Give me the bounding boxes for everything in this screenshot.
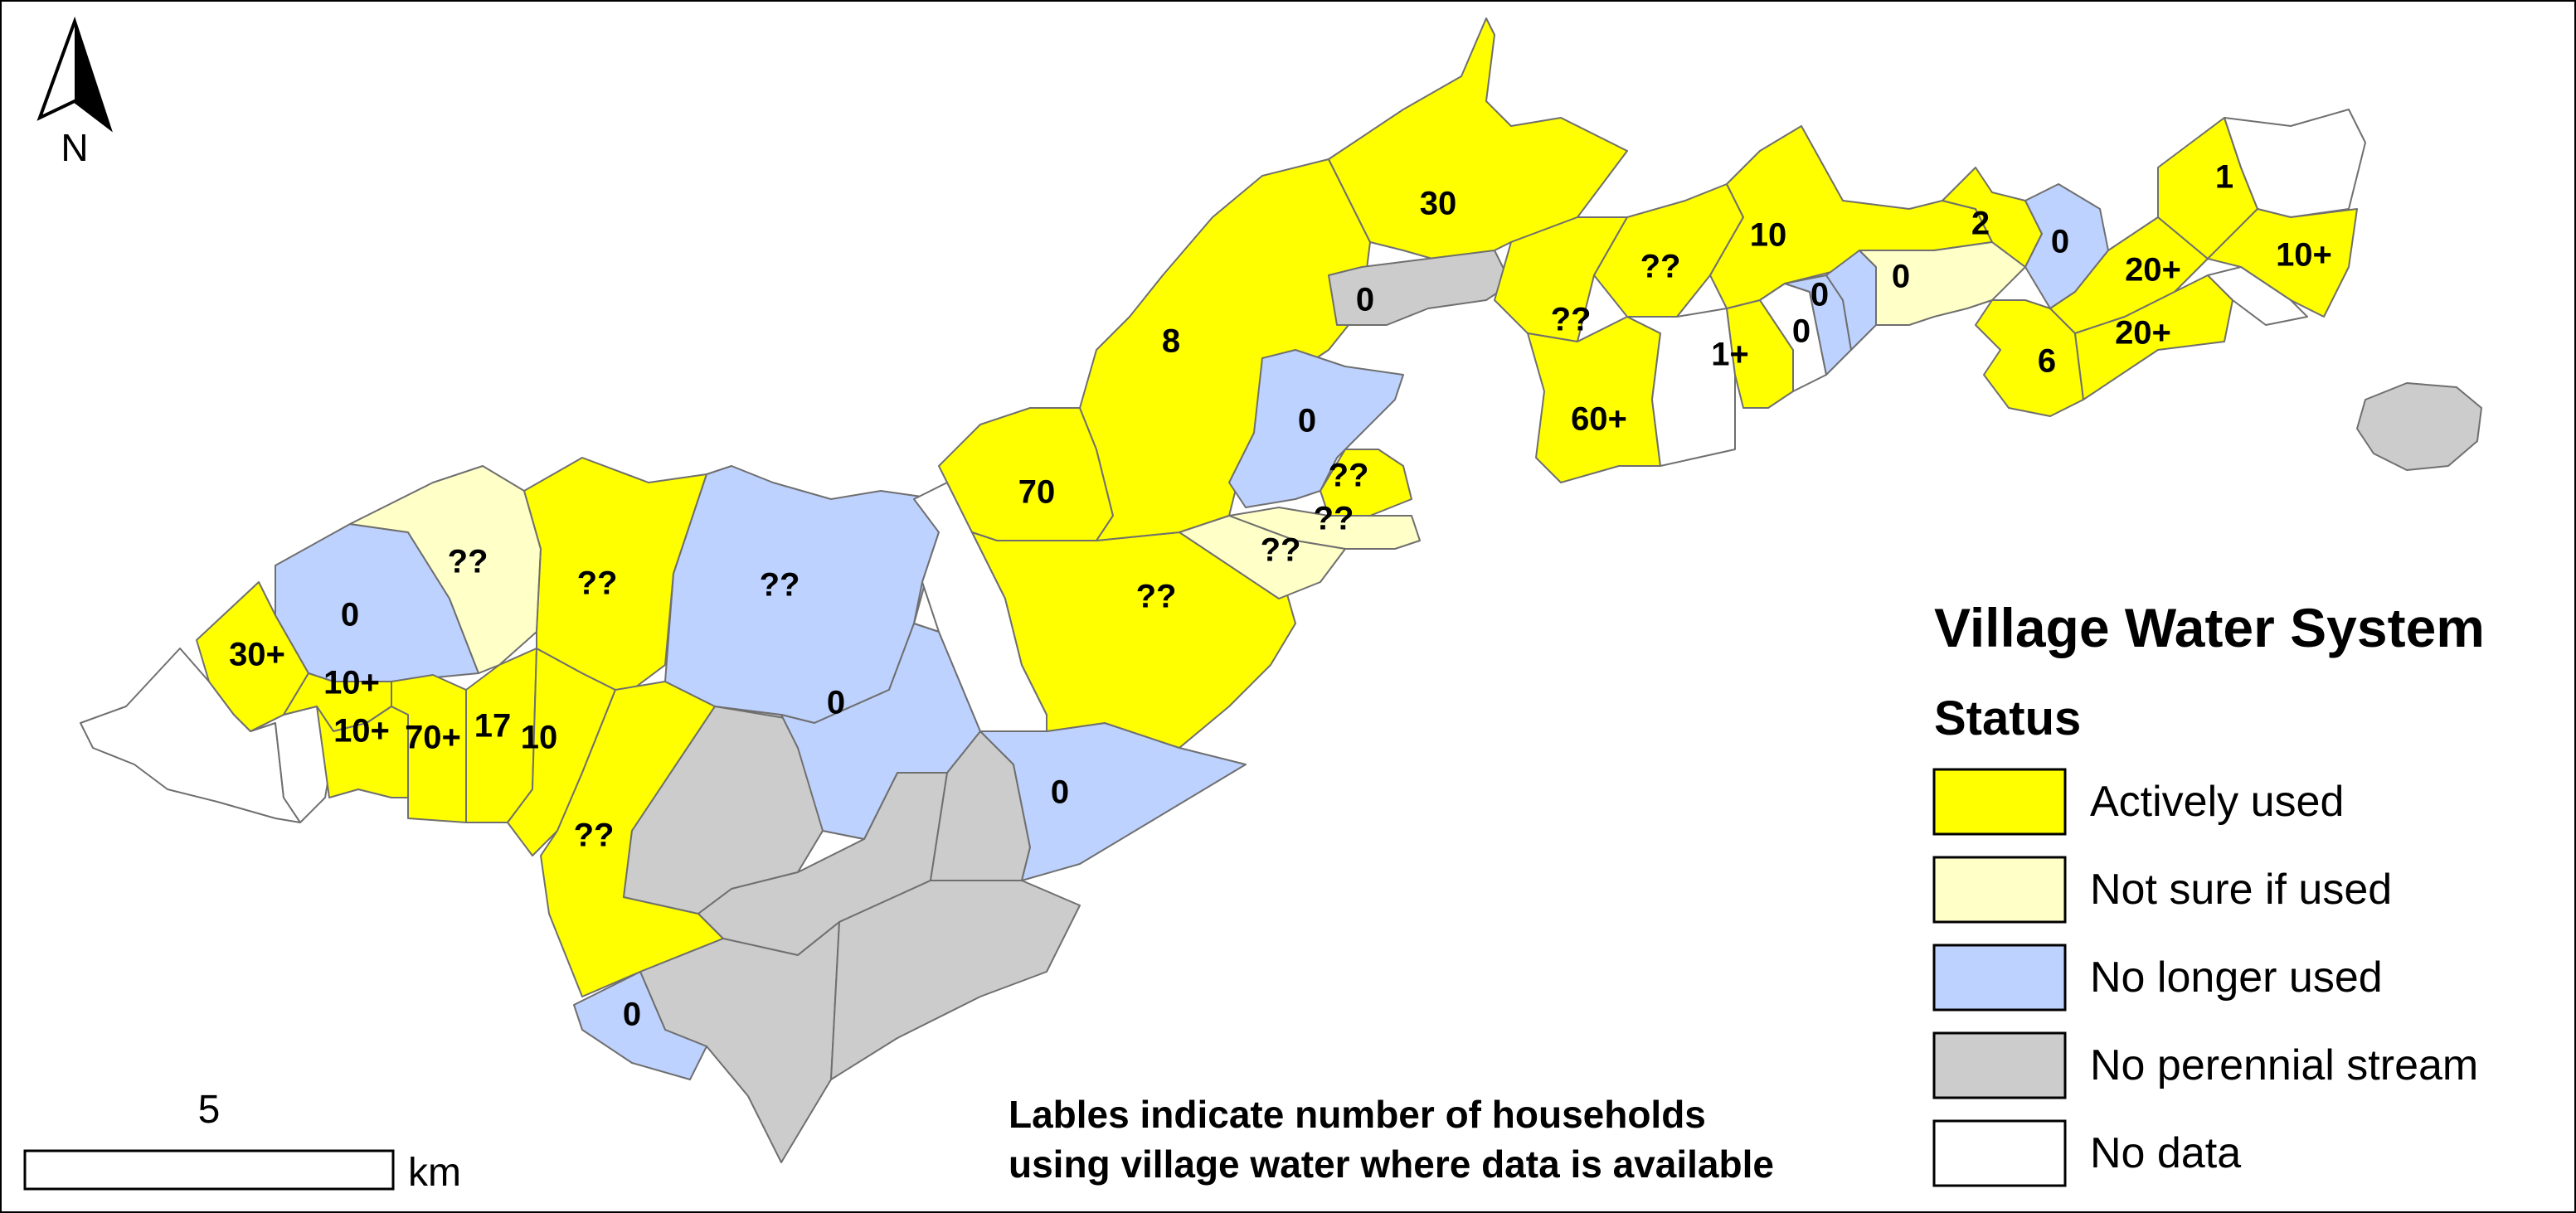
village-label: 0 — [1356, 282, 1374, 318]
village-label: 0 — [1298, 403, 1316, 439]
village-70plus[interactable] — [391, 674, 467, 823]
village-label: 10 — [1750, 217, 1787, 254]
village-label: ?? — [577, 565, 618, 602]
legend-label: No perennial stream — [2090, 1041, 2478, 1089]
village-label: ?? — [1314, 501, 1354, 537]
village-nodata-e[interactable] — [2207, 266, 2308, 326]
village-label: 0 — [1810, 277, 1829, 313]
village-label: 17 — [474, 708, 512, 745]
village-label: 20+ — [2115, 315, 2171, 352]
north-label: N — [61, 126, 88, 169]
legend-swatch — [1932, 856, 2067, 924]
legend-subtitle: Status — [1934, 691, 2081, 745]
village-label: 70+ — [405, 720, 461, 756]
legend-swatch — [1932, 944, 2067, 1012]
village-label: ?? — [448, 544, 488, 580]
village-label: ?? — [1551, 302, 1592, 338]
village-polygons — [80, 17, 2482, 1163]
village-label: ?? — [1261, 532, 1301, 569]
legend-label: No data — [2090, 1129, 2241, 1177]
label-note: Lables indicate number of households usi… — [1009, 1093, 1774, 1186]
scale-unit: km — [408, 1151, 461, 1195]
village-qq-east[interactable] — [1859, 241, 2026, 326]
village-central-0b[interactable] — [780, 531, 981, 840]
village-label: 0 — [341, 597, 359, 633]
island-grey-east[interactable] — [2356, 382, 2482, 471]
village-label: 8 — [1162, 323, 1180, 360]
village-label: 0 — [1051, 774, 1069, 811]
village-label: 1 — [2215, 159, 2233, 196]
village-qq-north-c[interactable] — [1179, 515, 1346, 599]
north-arrow-shade — [75, 22, 109, 128]
village-label: 2 — [1971, 206, 1990, 242]
legend-items: Actively used Not sure if used No longer u… — [1932, 768, 2478, 1187]
village-label: ?? — [760, 567, 800, 604]
village-label: 10 — [521, 720, 558, 756]
village-8[interactable] — [1079, 158, 1371, 541]
village-label: 0 — [1892, 259, 1910, 295]
village-label: 10+ — [2276, 237, 2332, 274]
village-label: 0 — [1792, 313, 1810, 350]
legend: Village Water System Status Actively use… — [1932, 597, 2485, 1187]
legend-swatch — [1932, 1119, 2067, 1187]
village-label: 10+ — [323, 665, 380, 701]
legend-title: Village Water System — [1934, 597, 2485, 658]
scale-value: 5 — [198, 1088, 221, 1132]
village-60plus[interactable] — [1527, 316, 1661, 483]
village-white-mid-a[interactable] — [1626, 308, 1736, 467]
legend-swatch — [1932, 768, 2067, 836]
legend-label: No longer used — [2090, 953, 2383, 1002]
note-line-2: using village water where data is availa… — [1009, 1143, 1774, 1186]
village-label: 0 — [827, 685, 845, 721]
village-label: 1+ — [1711, 337, 1749, 373]
village-nodata-ne[interactable] — [2224, 109, 2366, 218]
village-label: ?? — [1136, 579, 1177, 615]
scale-bar: 5 km — [23, 1088, 461, 1195]
village-north-0-blue[interactable] — [1228, 349, 1404, 508]
village-label: ?? — [574, 818, 615, 854]
village-label: 6 — [2038, 343, 2056, 380]
legend-swatch — [1932, 1031, 2067, 1099]
note-line-1: Lables indicate number of households — [1009, 1093, 1706, 1136]
village-label: 10+ — [333, 713, 390, 750]
north-arrow: N — [36, 16, 113, 169]
village-6[interactable] — [1975, 299, 2084, 417]
village-qq-60a[interactable] — [1494, 216, 1628, 342]
village-label: 30 — [1420, 186, 1457, 222]
village-label: 70 — [1018, 474, 1056, 511]
village-label: 0 — [623, 997, 641, 1033]
village-label: 20+ — [2125, 252, 2181, 289]
village-sw-0[interactable] — [573, 971, 707, 1080]
village-label: 30+ — [229, 637, 285, 673]
legend-label: Not sure if used — [2090, 866, 2392, 914]
village-label: ?? — [1329, 458, 1369, 494]
village-10plus-east[interactable] — [2207, 208, 2358, 318]
scale-bar-rect — [23, 1149, 395, 1191]
legend-label: Actively used — [2090, 778, 2344, 826]
village-grey-5[interactable] — [830, 880, 1081, 1080]
village-label: 60+ — [1571, 401, 1627, 438]
village-label: ?? — [1640, 249, 1681, 285]
village-label: 0 — [2051, 224, 2069, 260]
